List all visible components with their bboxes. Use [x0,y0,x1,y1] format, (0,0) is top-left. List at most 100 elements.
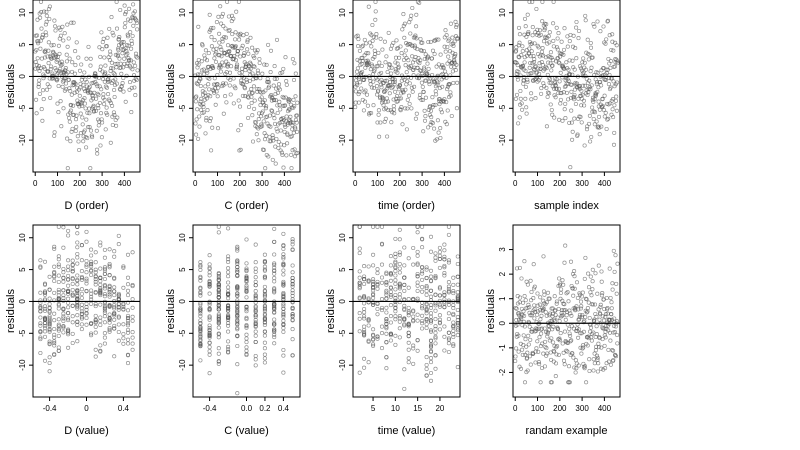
data-point [250,90,255,95]
data-point [560,313,565,318]
data-point [295,129,300,134]
data-point [428,39,433,44]
data-point [56,317,61,322]
data-point [93,267,98,272]
data-point [520,107,525,112]
data-point [216,230,221,235]
data-point [553,95,558,100]
data-point [66,258,71,263]
data-point [428,378,434,383]
data-point [584,380,589,385]
data-point [216,275,221,280]
data-point [130,347,135,352]
data-point [397,316,402,321]
data-point [574,361,579,366]
data-point [96,93,101,98]
data-point [112,323,117,328]
data-point [241,53,246,58]
data-point [523,337,528,342]
data-point [44,9,49,14]
data-point [397,82,403,88]
data-point [379,85,384,90]
data-point [42,55,48,60]
data-point [516,121,521,126]
data-point [406,324,411,329]
data-point [272,276,277,281]
data-point [207,273,212,278]
data-point [79,316,84,321]
data-point [542,66,547,71]
data-point [371,263,376,268]
data-point [213,59,219,64]
data-point [272,305,277,310]
data-point [605,19,610,24]
data-point [262,293,267,298]
data-point [56,302,61,307]
data-point [576,335,581,340]
data-point [576,28,582,34]
data-point [121,304,126,309]
data-point [595,70,600,75]
data-point [357,311,362,316]
data-point [518,366,524,371]
data-point [239,46,244,51]
data-point [612,64,617,69]
data-point [67,86,72,91]
data-point [235,391,240,396]
data-point [53,28,58,33]
data-point [277,87,282,92]
data-point [75,294,80,299]
data-point [415,47,420,52]
data-point [235,287,240,292]
data-point [522,60,527,65]
y-tick-label: -10 [338,359,347,371]
data-point [442,248,447,253]
data-point [397,266,402,271]
data-point [521,309,526,314]
data-point [245,38,250,43]
data-point [443,49,448,54]
data-point [124,73,129,78]
data-point [204,96,209,101]
data-point [536,66,541,71]
data-point [555,56,560,61]
data-point [112,303,117,308]
data-point [116,233,121,238]
data-point [195,107,200,112]
data-point [529,71,534,76]
data-point [73,63,78,68]
data-point [235,244,240,249]
data-point [262,259,267,264]
data-point [103,84,108,89]
data-point [544,353,549,358]
data-point [378,36,383,41]
data-point [424,325,429,331]
data-point [383,60,388,65]
data-point [609,300,614,305]
data-point [61,288,66,293]
data-point [68,89,73,94]
data-point [436,80,441,85]
y-tick-label: -5 [178,329,187,337]
data-point [70,331,75,336]
data-point [407,81,412,86]
data-point [281,314,286,319]
data-point [384,310,389,315]
data-point [604,295,609,301]
data-point [451,342,456,347]
data-point [570,58,575,63]
data-point [262,308,267,314]
data-point [514,266,520,271]
data-point [209,35,214,40]
data-point [231,101,236,106]
data-points [357,224,460,391]
data-point [573,101,578,107]
data-point [84,239,89,244]
data-point [47,16,52,22]
data-point [552,294,557,299]
data-point [398,44,403,49]
data-point [280,115,285,121]
data-point [371,327,376,332]
data-point [280,70,285,75]
data-point [603,110,608,115]
